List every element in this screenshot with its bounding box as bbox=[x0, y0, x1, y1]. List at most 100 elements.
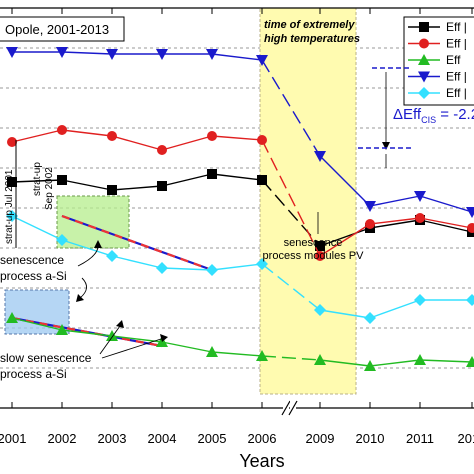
data-point bbox=[207, 131, 217, 141]
series-segment bbox=[111, 135, 163, 151]
series-segment bbox=[211, 135, 263, 141]
data-point bbox=[56, 47, 68, 58]
high-temperature-period bbox=[259, 7, 357, 395]
legend-label: Eff bbox=[446, 53, 461, 67]
data-point bbox=[314, 304, 326, 316]
high-temperature-label-line2: high temperatures bbox=[264, 33, 360, 45]
series-segment bbox=[61, 329, 113, 337]
data-point bbox=[414, 294, 426, 306]
series-segment bbox=[419, 195, 473, 213]
x-tick-label: 2003 bbox=[98, 431, 127, 446]
data-point bbox=[6, 312, 18, 323]
series-segment bbox=[319, 309, 371, 319]
plot-frame bbox=[0, 7, 474, 416]
trend-lines bbox=[11, 214, 213, 348]
series-4 bbox=[6, 210, 474, 324]
data-point bbox=[256, 258, 268, 270]
series-segment bbox=[419, 219, 473, 233]
data-point bbox=[206, 346, 218, 357]
data-point bbox=[157, 181, 167, 191]
startup-label-2b: Sep 2002 bbox=[44, 167, 55, 210]
fast-senescence-highlight bbox=[56, 195, 130, 249]
data-point bbox=[467, 223, 474, 233]
data-point bbox=[414, 191, 426, 202]
slow-arrow-head bbox=[160, 334, 168, 342]
axis-break-mark bbox=[288, 400, 298, 416]
startup-label-2a: strat-up bbox=[32, 162, 43, 196]
series-segment bbox=[261, 59, 321, 157]
fast-arrow bbox=[79, 277, 87, 299]
data-point bbox=[206, 264, 218, 276]
x-tick-label: 2011 bbox=[406, 431, 434, 446]
data-point bbox=[365, 219, 375, 229]
data-point bbox=[107, 131, 117, 141]
data-point bbox=[56, 234, 68, 246]
series-segment bbox=[369, 217, 421, 225]
series-segment bbox=[319, 359, 371, 367]
title-frame bbox=[0, 16, 125, 42]
fast-arrow-head bbox=[94, 240, 102, 248]
data-point bbox=[315, 241, 325, 251]
trend-line bbox=[11, 316, 163, 348]
legend: Eff | Eff | Eff Eff | Eff | bbox=[403, 16, 474, 106]
data-point bbox=[7, 177, 17, 187]
data-point bbox=[107, 185, 117, 195]
slow-arrow bbox=[101, 337, 165, 359]
data-point bbox=[418, 87, 430, 99]
pv-label-line2: process modules PV bbox=[263, 250, 365, 262]
data-point bbox=[315, 251, 325, 261]
x-tick-label: 2004 bbox=[148, 431, 177, 446]
series-segment bbox=[211, 53, 263, 61]
series-segment bbox=[161, 135, 213, 151]
series-segment bbox=[369, 195, 421, 207]
series-segment bbox=[111, 185, 163, 191]
slow-label-line1: slow senescence bbox=[0, 351, 92, 365]
fast-label-line2: process a-Si bbox=[0, 269, 67, 283]
delta-arrow-head bbox=[382, 142, 390, 150]
series-segment bbox=[111, 255, 163, 269]
chart-title-box: Opole, 2001-2013 bbox=[0, 16, 125, 42]
data-point bbox=[257, 175, 267, 185]
data-point bbox=[57, 175, 67, 185]
fast-label-line1: senescence bbox=[0, 253, 64, 267]
x-tick-label: 2002 bbox=[48, 431, 77, 446]
data-point bbox=[256, 350, 268, 361]
data-point bbox=[314, 151, 326, 162]
annotations: ΔEffCIS = -2.25 strat-up Jul 2001 strat-up… bbox=[0, 67, 474, 381]
pv-label-line1: senescence bbox=[284, 237, 343, 249]
series-3 bbox=[6, 47, 474, 218]
startup-label-1: strat-up Jul 2001 bbox=[4, 169, 15, 244]
series-segment bbox=[261, 139, 321, 257]
data-point bbox=[418, 71, 430, 83]
data-point bbox=[415, 213, 425, 223]
x-tick-label: 2001 bbox=[0, 431, 26, 446]
series-segment bbox=[419, 217, 473, 229]
series-1 bbox=[7, 125, 474, 261]
high-temperature-label-line1: time of extremely bbox=[264, 19, 355, 31]
data-point bbox=[364, 312, 376, 324]
data-point bbox=[364, 360, 376, 371]
series-segment bbox=[319, 223, 371, 257]
data-point bbox=[6, 210, 18, 222]
legend-label: Eff | bbox=[446, 37, 467, 51]
data-point bbox=[106, 250, 118, 262]
x-tick-label: 2005 bbox=[198, 431, 227, 446]
data-point bbox=[206, 49, 218, 60]
data-point bbox=[466, 294, 474, 306]
series-segment bbox=[11, 317, 63, 331]
series-segment bbox=[11, 129, 63, 143]
legend-label: Eff | bbox=[446, 86, 467, 100]
series-segment bbox=[211, 263, 263, 271]
series-segment bbox=[319, 155, 371, 207]
data-point bbox=[7, 137, 17, 147]
slow-label-line2: process a-Si bbox=[0, 367, 67, 381]
series-segment bbox=[261, 263, 321, 311]
delta-eff-subscript: CIS bbox=[421, 115, 436, 125]
series-group bbox=[6, 47, 474, 371]
series-segment bbox=[61, 179, 113, 191]
data-point bbox=[157, 145, 167, 155]
fast-arrow-head bbox=[76, 294, 84, 302]
slow-arrow-head bbox=[116, 320, 124, 328]
series-segment bbox=[61, 239, 113, 257]
series-segment bbox=[11, 179, 63, 183]
